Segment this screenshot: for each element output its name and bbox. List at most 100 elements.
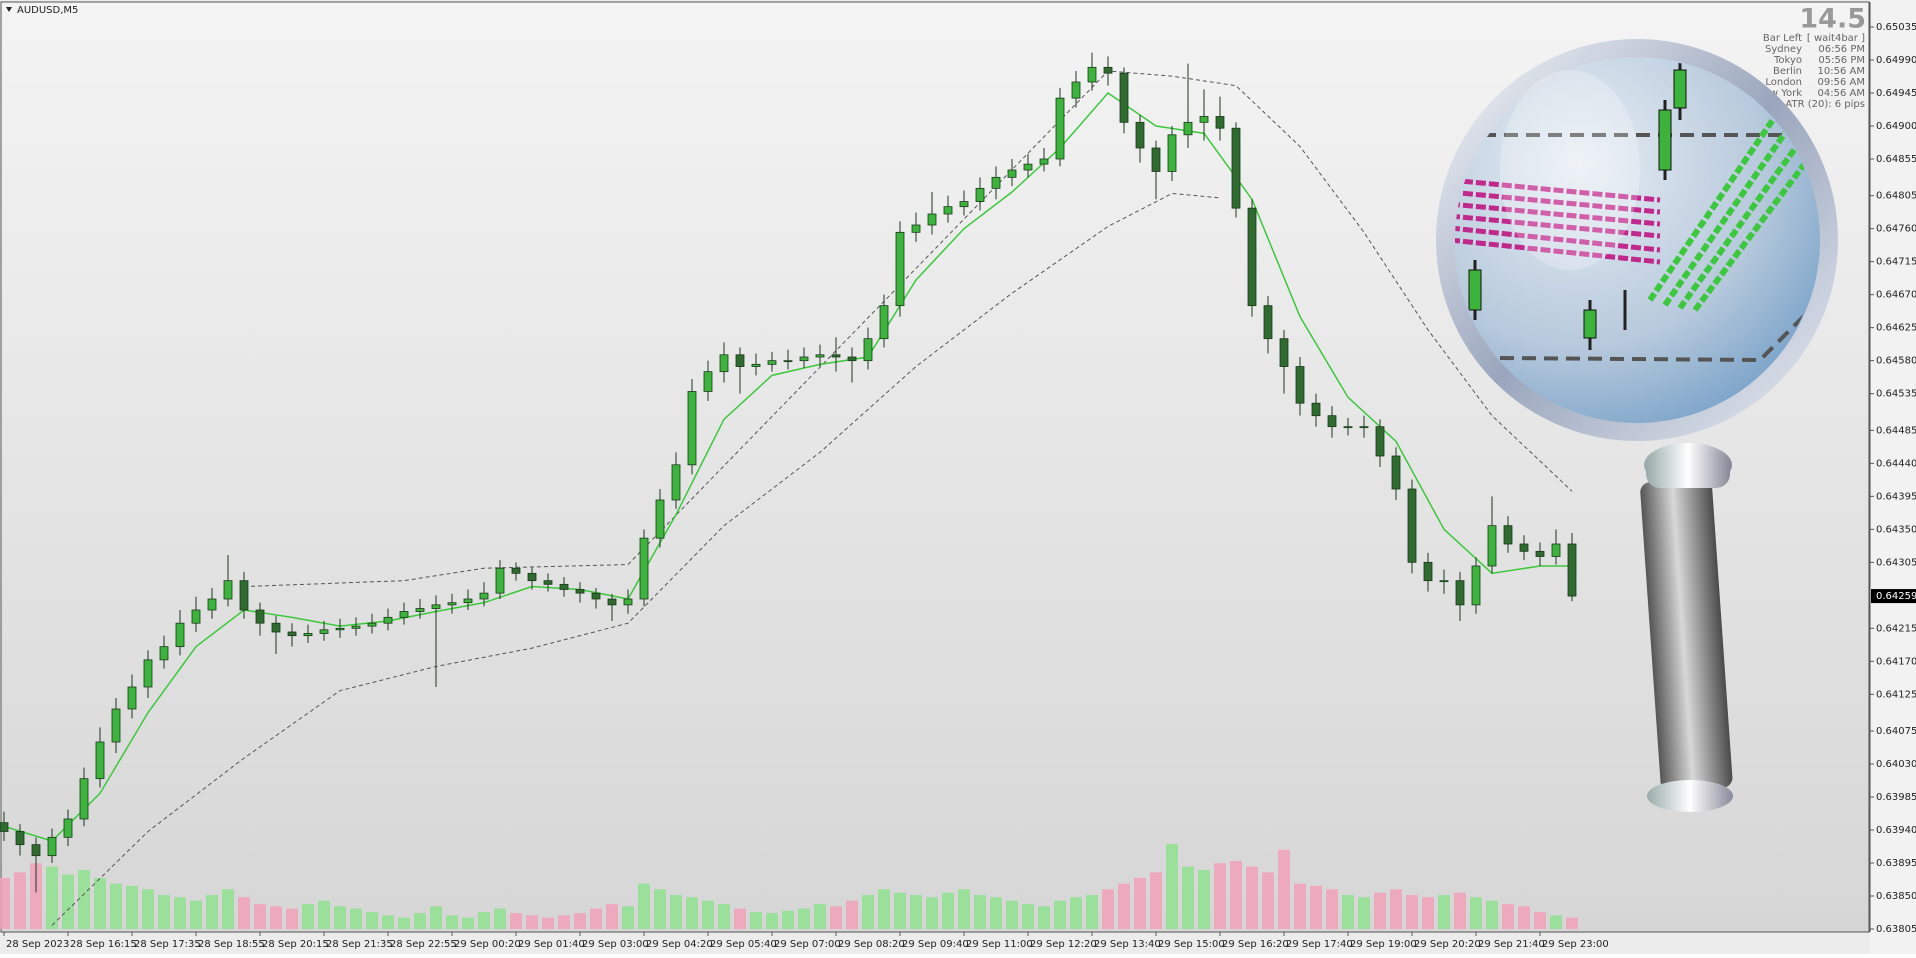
- volume-bar: [1134, 878, 1146, 929]
- candle-body: [63, 818, 73, 838]
- candle-body: [1375, 426, 1385, 457]
- volume-bar: [46, 866, 58, 929]
- volume-bar: [510, 913, 522, 929]
- volume-bar: [254, 904, 266, 929]
- candle-body: [783, 360, 793, 363]
- x-tick-label: 29 Sep 05:40: [710, 939, 777, 950]
- candle-body: [79, 778, 89, 820]
- volume-bar: [734, 908, 746, 929]
- price-tag-label: 0.64259: [1876, 591, 1916, 602]
- handle-end: [1647, 780, 1733, 812]
- x-tick-label: 29 Sep 04:20: [646, 939, 713, 950]
- candle-body: [767, 360, 777, 365]
- candle-body: [1199, 116, 1209, 123]
- volume-bar: [1438, 895, 1450, 929]
- candle-body: [1455, 580, 1465, 606]
- lens-candle: [1658, 109, 1672, 171]
- lens-glare: [1500, 70, 1640, 270]
- candle-body: [591, 592, 601, 600]
- volume-bar: [190, 900, 202, 929]
- volume-bar: [94, 878, 106, 929]
- candle-body: [1247, 207, 1257, 307]
- volume-bar: [1150, 872, 1162, 929]
- x-tick-label: 29 Sep 21:40: [1478, 939, 1545, 950]
- volume-bar: [1294, 883, 1306, 929]
- candle-body: [319, 629, 329, 634]
- y-tick-label: 0.63940: [1876, 825, 1916, 836]
- info-label: Tokyo: [1773, 55, 1802, 66]
- countdown: 14.5: [1799, 4, 1866, 35]
- info-value: 05:56 PM: [1818, 55, 1865, 66]
- candle-body: [143, 659, 153, 688]
- candle-body: [543, 580, 553, 585]
- candle-body: [447, 602, 457, 606]
- candle-body: [1519, 543, 1529, 552]
- volume-bar: [78, 870, 90, 929]
- volume-bar: [158, 895, 170, 929]
- candle-body: [1359, 426, 1369, 429]
- volume-bar: [1182, 866, 1194, 929]
- candle-body: [1471, 565, 1481, 606]
- volume-bar: [1102, 889, 1114, 929]
- axes: 0.65035 0.64990 0.64945 0.64900 0.64855 0.648…: [3, 22, 1916, 950]
- volume-bar: [926, 897, 938, 929]
- symbol-title: AUDUSD,M5: [17, 5, 78, 16]
- x-tick-label: 28 Sep 18:55: [198, 939, 265, 950]
- candle-body: [655, 499, 665, 539]
- volume-bar: [1310, 885, 1322, 929]
- candle-body: [1231, 127, 1241, 209]
- volume-bar: [942, 892, 954, 929]
- info-label: Berlin: [1773, 66, 1802, 77]
- volume-bar: [1406, 895, 1418, 929]
- volume-bar: [462, 917, 474, 929]
- candle-body: [0, 822, 9, 832]
- volume-bar: [174, 897, 186, 929]
- volume-bar: [654, 889, 666, 929]
- candle-body: [367, 622, 377, 627]
- lens-ribbon-pink: [1455, 177, 1661, 265]
- x-tick-label: 29 Sep 23:00: [1542, 939, 1609, 950]
- candle-body: [1135, 121, 1145, 149]
- candle-body: [1071, 81, 1081, 99]
- y-tick-label: 0.64350: [1876, 524, 1916, 535]
- volume-bar: [974, 895, 986, 929]
- candle-body: [1551, 543, 1561, 557]
- candle-body: [831, 354, 841, 358]
- volume-bar: [910, 895, 922, 929]
- volume-bar: [62, 874, 74, 929]
- candle-body: [159, 646, 169, 661]
- volume-bar: [350, 908, 362, 929]
- y-tick-label: 0.65035: [1876, 22, 1916, 33]
- candle-body: [31, 844, 41, 857]
- magnifier-handle: [1640, 478, 1733, 792]
- plot-layer: [0, 52, 1578, 929]
- magnifier: [1436, 39, 1838, 812]
- volume-bar: [606, 904, 618, 929]
- volume-bar: [334, 906, 346, 929]
- lens-band: [1499, 298, 1819, 363]
- lens-content: [1455, 60, 1819, 363]
- y-tick-label: 0.64855: [1876, 154, 1916, 165]
- candle-body: [943, 206, 953, 215]
- handle-collar: [1646, 452, 1730, 488]
- volume-bar: [1566, 917, 1578, 929]
- info-panel: 14.5 Bar Left [ wait4bar ] Sydney 06:56 PM T…: [1756, 4, 1866, 111]
- y-tick-label: 0.63895: [1876, 858, 1916, 869]
- volume-bar: [1550, 915, 1562, 929]
- candle-body: [1103, 66, 1113, 74]
- volume-bar: [382, 915, 394, 929]
- volume-bar: [878, 889, 890, 929]
- volume-bar: [110, 883, 122, 929]
- y-tick-label: 0.64305: [1876, 557, 1916, 568]
- y-tick-label: 0.63985: [1876, 792, 1916, 803]
- y-tick-label: 0.64125: [1876, 689, 1916, 700]
- candle-body: [927, 213, 937, 226]
- lens-candle: [1468, 269, 1482, 311]
- info-value: 06:56 PM: [1818, 44, 1865, 55]
- volume-bar: [1038, 906, 1050, 929]
- info-label: New York: [1756, 88, 1802, 99]
- volume-bar: [958, 889, 970, 929]
- candle-body: [1263, 305, 1273, 340]
- x-tick-label: 28 Sep 17:35: [134, 939, 201, 950]
- volume-bar: [782, 910, 794, 929]
